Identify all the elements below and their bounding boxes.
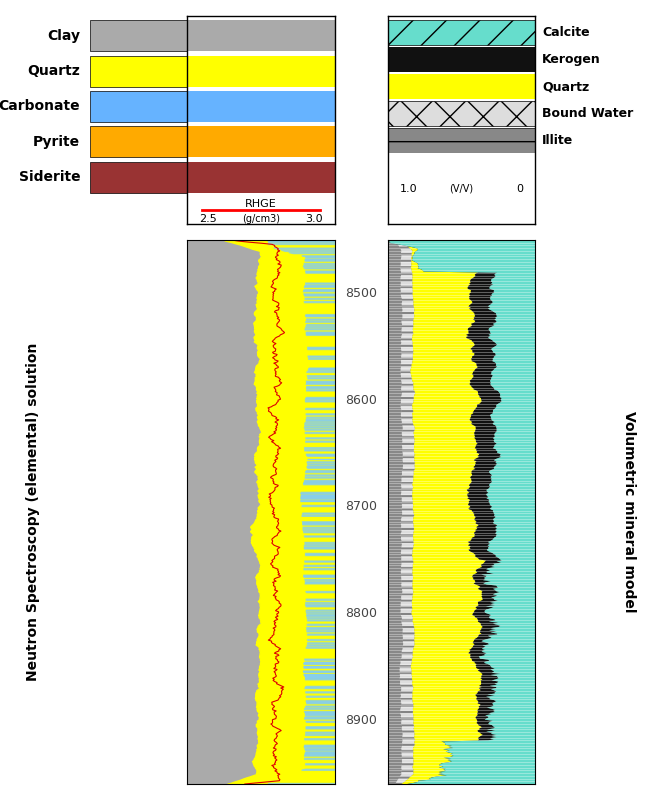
Bar [187, 162, 334, 193]
Text: Carbonate: Carbonate [0, 99, 80, 114]
Bar [388, 128, 535, 154]
Text: Bound Water: Bound Water [542, 107, 633, 120]
Bar [187, 20, 334, 51]
Bar [187, 193, 334, 224]
Text: (V/V): (V/V) [450, 184, 474, 194]
Text: Clay: Clay [47, 29, 80, 42]
Bar [90, 91, 201, 122]
Bar [388, 154, 535, 224]
Text: Siderite: Siderite [19, 170, 80, 184]
Text: Quartz: Quartz [27, 64, 80, 78]
Text: Illite: Illite [542, 134, 573, 147]
Bar [90, 55, 201, 86]
Bar [90, 162, 201, 193]
Text: 8700: 8700 [345, 500, 377, 513]
Bar [388, 102, 535, 126]
Text: 3.0: 3.0 [305, 214, 322, 224]
Bar [187, 55, 334, 86]
Text: 8900: 8900 [345, 714, 377, 726]
Bar [388, 47, 535, 72]
Bar [187, 126, 334, 158]
Text: Quartz: Quartz [542, 80, 589, 94]
Text: 1.0: 1.0 [400, 184, 417, 194]
Text: RHGE: RHGE [245, 198, 277, 209]
Text: (g/cm3): (g/cm3) [242, 214, 280, 224]
Bar [388, 20, 535, 45]
Bar [90, 20, 201, 51]
Text: 8600: 8600 [345, 394, 377, 406]
Bar [187, 91, 334, 122]
Text: Kerogen: Kerogen [542, 53, 601, 66]
Text: 8800: 8800 [345, 607, 377, 620]
Text: 8500: 8500 [345, 287, 377, 300]
Bar [90, 126, 201, 158]
Text: 0: 0 [516, 184, 523, 194]
Text: Pyrite: Pyrite [33, 135, 80, 149]
Text: Calcite: Calcite [542, 26, 589, 39]
Text: 2.5: 2.5 [199, 214, 217, 224]
Text: Neutron Spectroscopy (elemental) solution: Neutron Spectroscopy (elemental) solutio… [27, 343, 40, 681]
Text: Volumetric mineral model: Volumetric mineral model [622, 411, 636, 613]
Bar [388, 74, 535, 99]
